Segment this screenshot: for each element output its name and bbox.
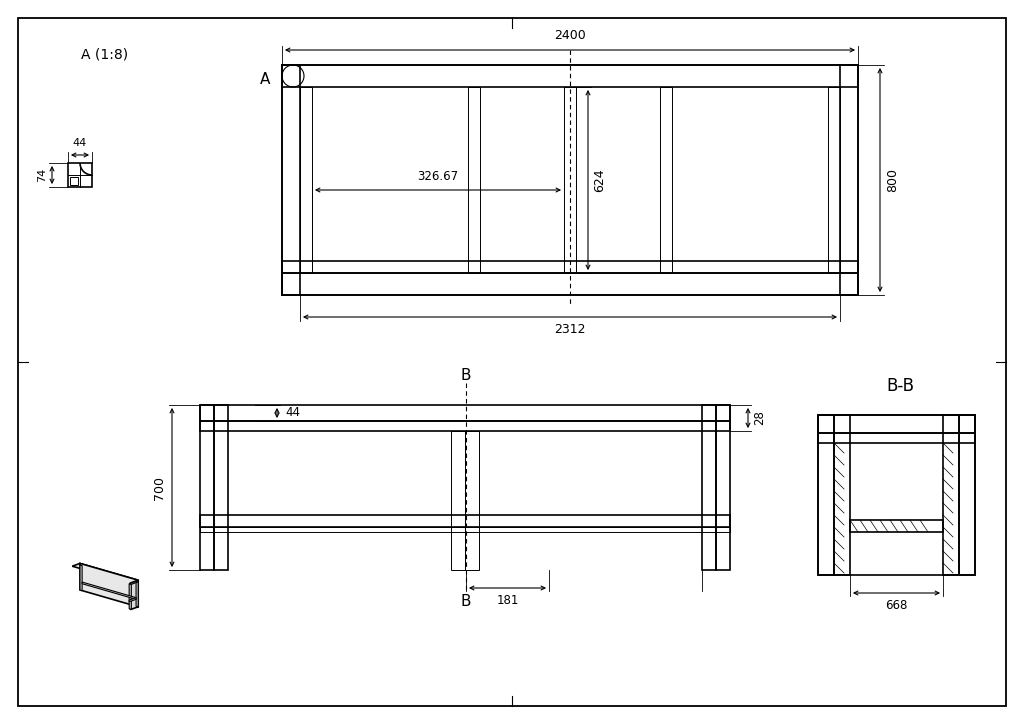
Bar <box>834 415 850 575</box>
Bar <box>70 177 78 185</box>
Bar <box>200 405 730 421</box>
Bar <box>200 421 730 431</box>
Bar <box>818 433 975 443</box>
Bar <box>468 87 480 273</box>
Text: 74: 74 <box>37 168 47 182</box>
Bar <box>282 65 858 295</box>
Text: B: B <box>461 594 471 609</box>
Polygon shape <box>129 581 138 584</box>
Polygon shape <box>80 565 82 591</box>
Bar <box>959 415 975 575</box>
Bar <box>850 520 943 532</box>
Text: 624: 624 <box>593 168 606 192</box>
Polygon shape <box>80 563 138 607</box>
Polygon shape <box>129 597 136 602</box>
Bar <box>840 65 858 295</box>
Text: 2400: 2400 <box>554 29 586 42</box>
Text: 44: 44 <box>285 406 300 419</box>
Text: 44: 44 <box>73 138 87 148</box>
Bar <box>282 273 858 295</box>
Bar <box>200 515 730 527</box>
Text: B-B: B-B <box>886 377 914 395</box>
Bar <box>451 431 465 570</box>
Text: 181: 181 <box>497 594 519 607</box>
Bar <box>943 415 959 575</box>
Text: A: A <box>260 72 270 88</box>
Bar <box>68 163 92 187</box>
Polygon shape <box>73 563 138 583</box>
Bar <box>465 431 479 570</box>
Polygon shape <box>129 584 131 610</box>
Bar <box>200 527 730 532</box>
Bar <box>716 405 730 570</box>
Bar <box>282 65 858 87</box>
Polygon shape <box>82 582 136 599</box>
Bar <box>702 405 716 570</box>
Bar <box>818 415 975 433</box>
Bar <box>200 405 214 570</box>
Text: B: B <box>461 368 471 383</box>
Bar <box>300 87 312 273</box>
Text: 2312: 2312 <box>554 323 586 336</box>
Text: 668: 668 <box>886 599 907 612</box>
Text: 28: 28 <box>753 411 766 426</box>
Bar <box>282 65 300 295</box>
Text: 800: 800 <box>886 168 899 192</box>
Bar <box>282 261 858 273</box>
Polygon shape <box>136 581 138 607</box>
Bar <box>818 415 975 575</box>
Bar <box>564 87 575 273</box>
Bar <box>660 87 672 273</box>
Text: 700: 700 <box>153 476 166 500</box>
Bar <box>818 415 834 575</box>
Bar <box>828 87 840 273</box>
Polygon shape <box>130 580 138 610</box>
Text: 326.67: 326.67 <box>418 170 459 183</box>
Text: A (1:8): A (1:8) <box>82 48 129 62</box>
Bar <box>214 405 228 570</box>
